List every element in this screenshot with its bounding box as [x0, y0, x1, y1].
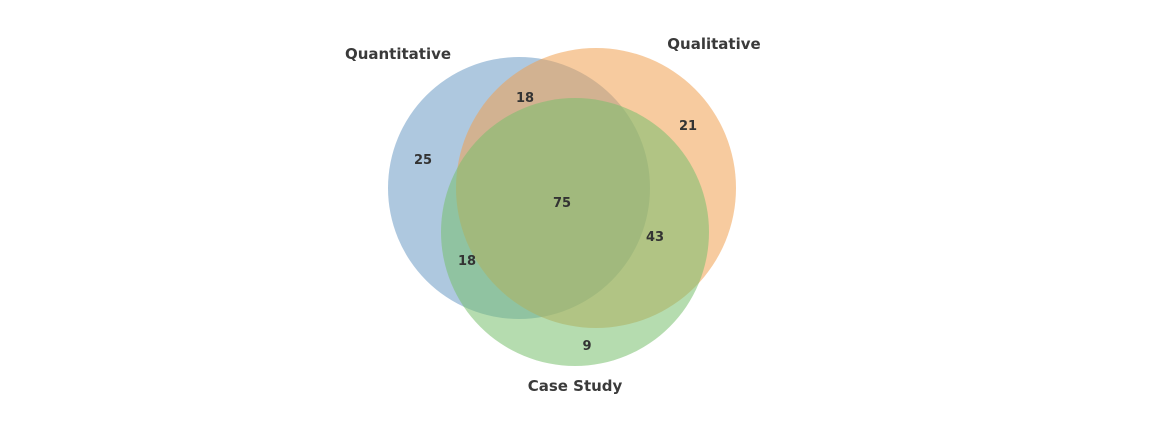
quantitative-label: Quantitative [345, 45, 451, 63]
qualitative-case-study-count: 43 [646, 230, 664, 245]
qualitative-label: Qualitative [667, 35, 760, 53]
case-study-label: Case Study [528, 377, 623, 395]
quantitative-only-count: 25 [414, 153, 432, 168]
case-study-only-count: 9 [582, 339, 591, 354]
quantitative-qualitative-count: 18 [516, 91, 534, 106]
all-three-count: 75 [553, 196, 571, 211]
quantitative-case-study-count: 18 [458, 254, 476, 269]
case-study-circle [441, 98, 709, 366]
qualitative-only-count: 21 [679, 119, 697, 134]
